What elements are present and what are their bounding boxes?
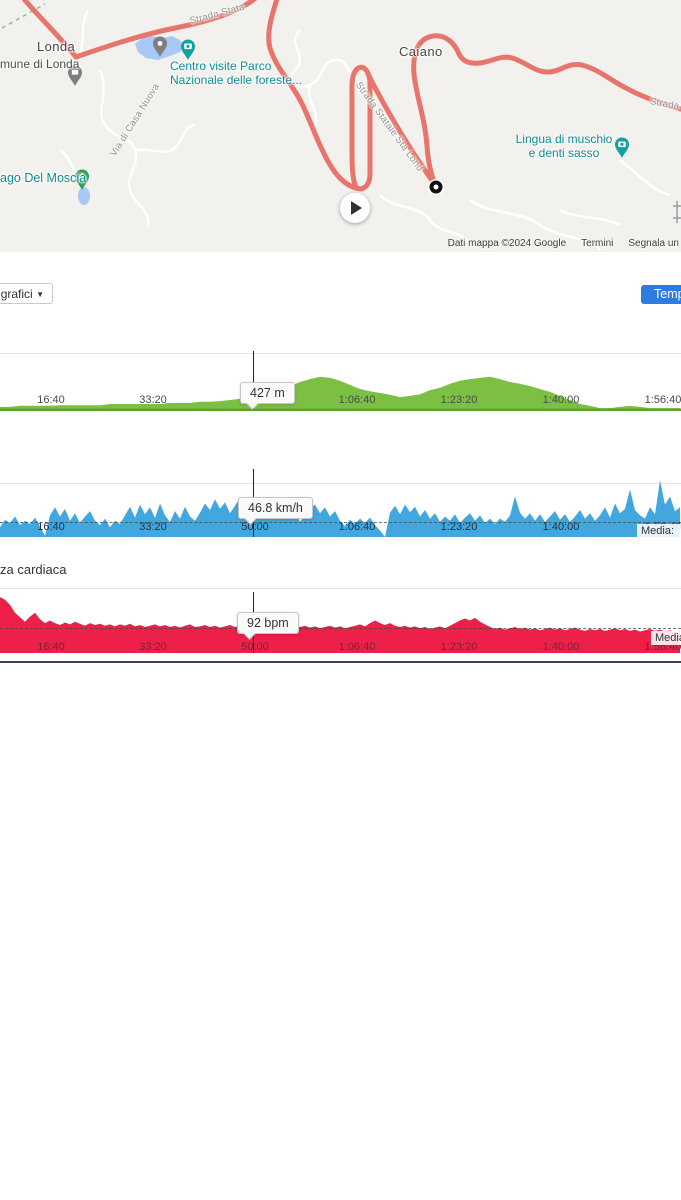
time-axis-button[interactable]: Tempo <box>641 285 681 304</box>
tick-label: 33:20 <box>139 521 167 533</box>
pond <box>78 187 90 205</box>
lago-label: ago Del Moscia <box>0 171 87 185</box>
park-boundary <box>0 3 46 31</box>
section-divider <box>0 661 681 663</box>
park-tree-pin[interactable] <box>75 169 89 191</box>
route-map[interactable]: Londa Caiano mune di Londa Centro visite… <box>0 0 681 252</box>
visitor-center-label: Centro visite Parco Nazionale delle fore… <box>170 59 303 87</box>
tick-label: 1:23:20 <box>440 521 478 533</box>
comune-label: mune di Londa <box>0 57 80 71</box>
tick-label: 16:40 <box>37 394 65 406</box>
town-label-londa: Londa <box>37 39 76 54</box>
heart-rate-chart-top-border <box>0 588 681 589</box>
elevation-chart[interactable] <box>0 333 681 411</box>
speed-average-line <box>0 522 681 523</box>
heart-rate-average-line <box>0 628 681 629</box>
tick-label: 1:23:20 <box>440 394 478 406</box>
map-data-credit: Dati mappa ©2024 Google <box>447 238 567 249</box>
playback-position-marker <box>428 179 444 195</box>
elevation-cursor-line <box>253 351 254 410</box>
tick-label: 50:00 <box>241 521 269 533</box>
play-icon <box>351 201 362 215</box>
heart-rate-average-label: Media <box>651 631 681 645</box>
speed-tooltip: 46.8 km/h <box>238 497 313 525</box>
tick-label: 1:40:00 <box>542 521 580 533</box>
speed-chart-top-border <box>0 483 681 484</box>
elevation-x-axis: 16:4033:2050:001:06:401:23:201:40:001:56… <box>0 394 681 406</box>
lake-poi-pin[interactable] <box>153 36 167 58</box>
town-label-caiano: Caiano <box>399 44 443 59</box>
lingua-label: Lingua di muschio e denti sasso <box>515 132 613 160</box>
tick-label: 1:06:40 <box>338 521 376 533</box>
tick-label: 1:06:40 <box>338 394 376 406</box>
elevation-area <box>0 376 680 411</box>
tick-label: 50:00 <box>241 641 269 653</box>
tick-label: 1:56:40 <box>644 394 681 406</box>
heart_rate-area <box>0 597 680 653</box>
tick-label: 33:20 <box>139 641 167 653</box>
tick-label: 16:40 <box>37 641 65 653</box>
heart-rate-section-title: za cardiaca <box>0 562 67 577</box>
map-attribution: Dati mappa ©2024 Google Termini Segnala … <box>448 238 679 249</box>
terms-link[interactable]: Termini <box>581 238 614 249</box>
map-scale-control <box>673 201 681 223</box>
speed-x-axis: 16:4033:2050:001:06:401:23:201:40:001:56… <box>0 521 681 533</box>
charts-dropdown[interactable]: o grafici ▼ <box>0 283 53 304</box>
heart_rate-chart-canvas <box>0 597 680 653</box>
speed-average-label: Media: <box>637 524 681 538</box>
elevation-baseline <box>0 408 681 411</box>
tick-label: 1:40:00 <box>542 641 580 653</box>
tick-label: 16:40 <box>37 521 65 533</box>
visitor-center-photo-pin[interactable] <box>181 39 195 61</box>
report-error-link[interactable]: Segnala un <box>628 238 679 249</box>
chevron-down-icon: ▼ <box>36 290 44 299</box>
elevation-tooltip: 427 m <box>240 382 295 410</box>
tick-label: 1:23:20 <box>440 641 478 653</box>
elevation-chart-top-border <box>0 353 681 354</box>
lingua-photo-pin[interactable] <box>615 137 629 159</box>
town-hall-pin[interactable] <box>68 65 82 87</box>
map-canvas <box>0 0 681 251</box>
heart-rate-x-axis: 16:40 33:20 50:00 1:06:40 1:23:20 1:40:00 1:56… <box>0 641 681 653</box>
playback-play-button[interactable] <box>340 193 370 223</box>
tick-label: 33:20 <box>139 394 167 406</box>
tick-label: 1:06:40 <box>338 641 376 653</box>
heart-rate-tooltip: 92 bpm <box>237 612 299 640</box>
activity-route <box>21 0 681 192</box>
heart-rate-chart[interactable] <box>0 573 681 653</box>
tick-label: 1:40:00 <box>542 394 580 406</box>
elevation-chart-canvas <box>0 376 681 411</box>
